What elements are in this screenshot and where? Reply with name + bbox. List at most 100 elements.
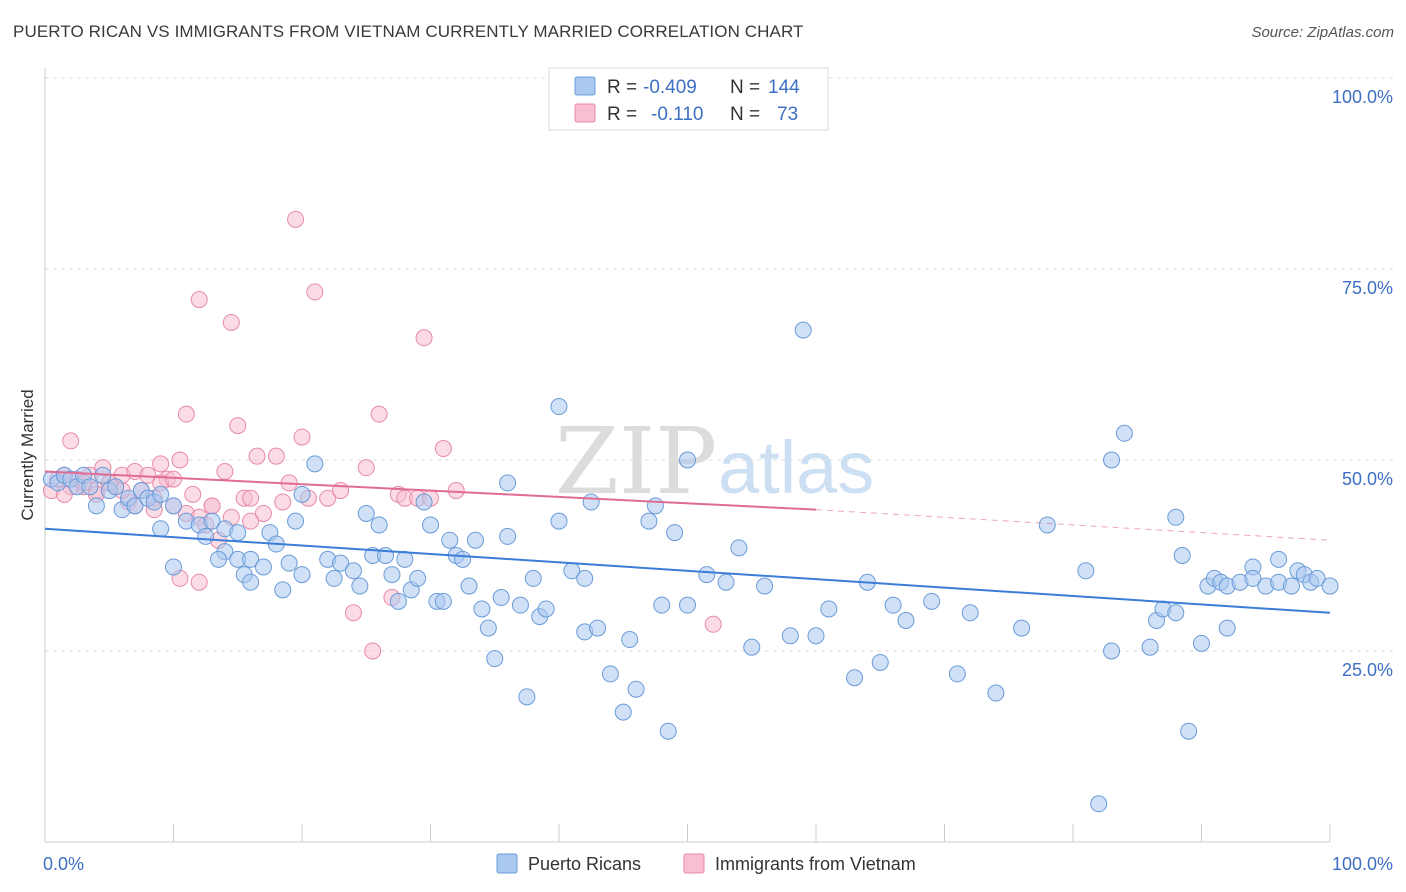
y-tick-label: 25.0% bbox=[1342, 660, 1393, 680]
puerto-rican-point bbox=[486, 650, 504, 668]
vietnam-point bbox=[222, 313, 240, 331]
x-tick-label: 0.0% bbox=[43, 854, 84, 874]
puerto-rican-point bbox=[743, 638, 761, 656]
puerto-rican-point bbox=[492, 589, 510, 607]
puerto-rican-point bbox=[152, 485, 170, 503]
vietnam-point bbox=[415, 329, 433, 347]
legend-swatch-vietnam bbox=[574, 103, 596, 123]
puerto-rican-point bbox=[165, 558, 182, 576]
puerto-rican-point bbox=[1167, 604, 1185, 622]
puerto-rican-point bbox=[730, 539, 748, 557]
puerto-rican-point bbox=[287, 512, 305, 530]
puerto-rican-point bbox=[1244, 569, 1262, 587]
puerto-rican-point bbox=[409, 569, 427, 587]
legend-r-value: -0.409 bbox=[643, 77, 697, 98]
puerto-rican-point bbox=[589, 619, 607, 637]
puerto-rican-point bbox=[229, 524, 247, 542]
vietnam-point bbox=[319, 489, 337, 507]
puerto-rican-point bbox=[332, 554, 350, 572]
puerto-rican-point bbox=[679, 596, 696, 614]
vietnam-point bbox=[177, 405, 195, 423]
puerto-rican-point bbox=[820, 600, 838, 618]
legend-r-label: R = bbox=[607, 104, 637, 125]
legend-n-value: 144 bbox=[768, 77, 800, 98]
puerto-rican-point bbox=[479, 619, 497, 637]
puerto-rican-trend-line bbox=[44, 527, 1331, 614]
puerto-rican-point bbox=[454, 550, 472, 568]
puerto-rican-point bbox=[1077, 562, 1095, 580]
puerto-rican-point bbox=[653, 596, 671, 614]
puerto-rican-point bbox=[293, 566, 311, 584]
vietnam-trend-line bbox=[44, 470, 817, 511]
puerto-rican-point bbox=[1282, 577, 1300, 595]
legend-swatch-puerto-rican bbox=[496, 853, 518, 874]
puerto-rican-point bbox=[351, 577, 369, 595]
vietnam-point bbox=[344, 604, 362, 622]
vietnam-point bbox=[203, 497, 221, 515]
puerto-rican-point bbox=[987, 684, 1005, 702]
puerto-rican-point bbox=[344, 562, 362, 580]
puerto-rican-point bbox=[306, 455, 324, 473]
vietnam-point bbox=[370, 405, 388, 423]
puerto-rican-point bbox=[679, 451, 696, 469]
watermark-atlas: atlas bbox=[718, 426, 874, 509]
chart-title: PUERTO RICAN VS IMMIGRANTS FROM VIETNAM … bbox=[13, 22, 804, 41]
puerto-rican-point bbox=[576, 569, 594, 587]
chart-source: Source: ZipAtlas.com bbox=[1251, 24, 1394, 41]
puerto-rican-point bbox=[389, 592, 407, 610]
vietnam-point bbox=[242, 512, 260, 530]
puerto-rican-point bbox=[871, 653, 889, 671]
puerto-rican-point bbox=[961, 604, 979, 622]
puerto-rican-point bbox=[698, 566, 716, 584]
puerto-rican-point bbox=[325, 569, 343, 587]
legend-n-value: 73 bbox=[777, 104, 798, 125]
vietnam-point bbox=[152, 455, 170, 473]
puerto-rican-point bbox=[518, 688, 536, 706]
puerto-rican-point bbox=[550, 512, 568, 530]
vietnam-point bbox=[274, 493, 292, 511]
legend-swatch-vietnam bbox=[683, 853, 705, 874]
puerto-rican-point bbox=[254, 558, 272, 576]
vietnam-point bbox=[62, 432, 80, 450]
vietnam-point bbox=[184, 485, 202, 503]
legend-r-label: R = bbox=[607, 77, 637, 98]
puerto-rican-point bbox=[1173, 547, 1191, 564]
puerto-rican-point bbox=[81, 478, 99, 496]
correlation-legend: R = -0.409 N = 144 R = -0.110 N = 73 bbox=[548, 67, 829, 131]
puerto-rican-point bbox=[614, 703, 632, 721]
y-tick-label: 100.0% bbox=[1332, 87, 1393, 107]
x-tick-label: 100.0% bbox=[1332, 854, 1393, 874]
puerto-rican-point bbox=[274, 581, 292, 599]
puerto-rican-point bbox=[396, 550, 414, 568]
puerto-rican-point bbox=[242, 573, 260, 591]
puerto-rican-point bbox=[1038, 516, 1056, 534]
puerto-rican-point bbox=[846, 669, 864, 687]
puerto-rican-point bbox=[537, 600, 555, 618]
vietnam-point bbox=[267, 447, 285, 465]
puerto-rican-point bbox=[756, 577, 774, 595]
vietnam-point bbox=[254, 504, 272, 522]
puerto-rican-point bbox=[460, 577, 478, 595]
puerto-rican-point bbox=[923, 592, 941, 610]
puerto-rican-point bbox=[1180, 722, 1198, 740]
puerto-rican-point bbox=[807, 627, 825, 645]
puerto-rican-point bbox=[107, 478, 125, 496]
series-legend: Puerto Ricans Immigrants from Vietnam bbox=[496, 853, 916, 874]
puerto-rican-point bbox=[1103, 642, 1121, 660]
puerto-rican-point bbox=[422, 516, 439, 534]
y-tick-label: 75.0% bbox=[1342, 278, 1393, 298]
puerto-rican-point bbox=[1218, 619, 1236, 637]
puerto-rican-point bbox=[357, 504, 375, 522]
puerto-rican-point bbox=[126, 497, 144, 515]
legend-label-puerto-ricans: Puerto Ricans bbox=[528, 854, 641, 874]
legend-swatch-puerto-rican bbox=[574, 76, 596, 96]
vietnam-point bbox=[216, 462, 234, 480]
puerto-rican-point bbox=[666, 524, 684, 542]
puerto-rican-point bbox=[524, 569, 542, 587]
y-axis-title: Currently Married bbox=[18, 389, 37, 520]
puerto-rican-point bbox=[370, 516, 388, 534]
vietnam-point bbox=[287, 210, 305, 228]
puerto-rican-point bbox=[434, 592, 452, 610]
puerto-rican-point bbox=[203, 512, 221, 530]
